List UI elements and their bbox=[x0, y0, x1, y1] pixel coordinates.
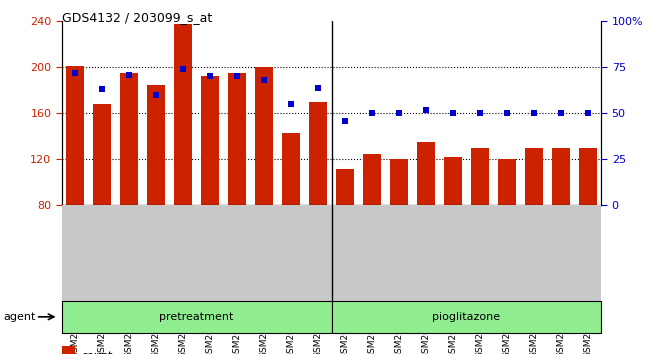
Text: GDS4132 / 203099_s_at: GDS4132 / 203099_s_at bbox=[62, 11, 212, 24]
Bar bbox=[282, 133, 300, 205]
Bar bbox=[498, 159, 515, 205]
Bar bbox=[148, 85, 165, 205]
Point bbox=[556, 110, 566, 116]
Text: count: count bbox=[81, 351, 112, 354]
Bar bbox=[228, 73, 246, 205]
Bar bbox=[94, 104, 111, 205]
Bar bbox=[444, 157, 462, 205]
Bar bbox=[336, 169, 354, 205]
Point bbox=[582, 110, 593, 116]
Point bbox=[124, 72, 135, 78]
Bar bbox=[120, 73, 138, 205]
Bar bbox=[202, 76, 219, 205]
Bar bbox=[62, 346, 75, 354]
Point bbox=[502, 110, 512, 116]
Point bbox=[421, 107, 431, 113]
Bar bbox=[363, 154, 381, 205]
Point bbox=[367, 110, 377, 116]
Point bbox=[528, 110, 539, 116]
Bar bbox=[332, 301, 601, 333]
Point bbox=[178, 66, 188, 72]
Bar bbox=[552, 148, 569, 205]
Point bbox=[448, 110, 458, 116]
Bar bbox=[309, 102, 327, 205]
Bar bbox=[255, 67, 273, 205]
Bar bbox=[390, 159, 408, 205]
Point bbox=[340, 118, 350, 124]
Point bbox=[286, 101, 296, 107]
Bar bbox=[62, 301, 332, 333]
Point bbox=[97, 86, 107, 92]
Point bbox=[151, 92, 161, 98]
Bar bbox=[525, 148, 543, 205]
Point bbox=[205, 74, 215, 79]
Point bbox=[313, 85, 323, 90]
Text: agent: agent bbox=[3, 312, 36, 322]
Bar bbox=[579, 148, 597, 205]
Point bbox=[259, 77, 269, 83]
Bar bbox=[174, 24, 192, 205]
Point bbox=[474, 110, 485, 116]
Bar bbox=[471, 148, 489, 205]
Point bbox=[70, 70, 81, 76]
Text: pioglitazone: pioglitazone bbox=[432, 312, 500, 322]
Point bbox=[394, 110, 404, 116]
Bar bbox=[66, 66, 84, 205]
Text: pretreatment: pretreatment bbox=[159, 312, 234, 322]
Bar bbox=[417, 142, 435, 205]
Point bbox=[232, 74, 242, 79]
